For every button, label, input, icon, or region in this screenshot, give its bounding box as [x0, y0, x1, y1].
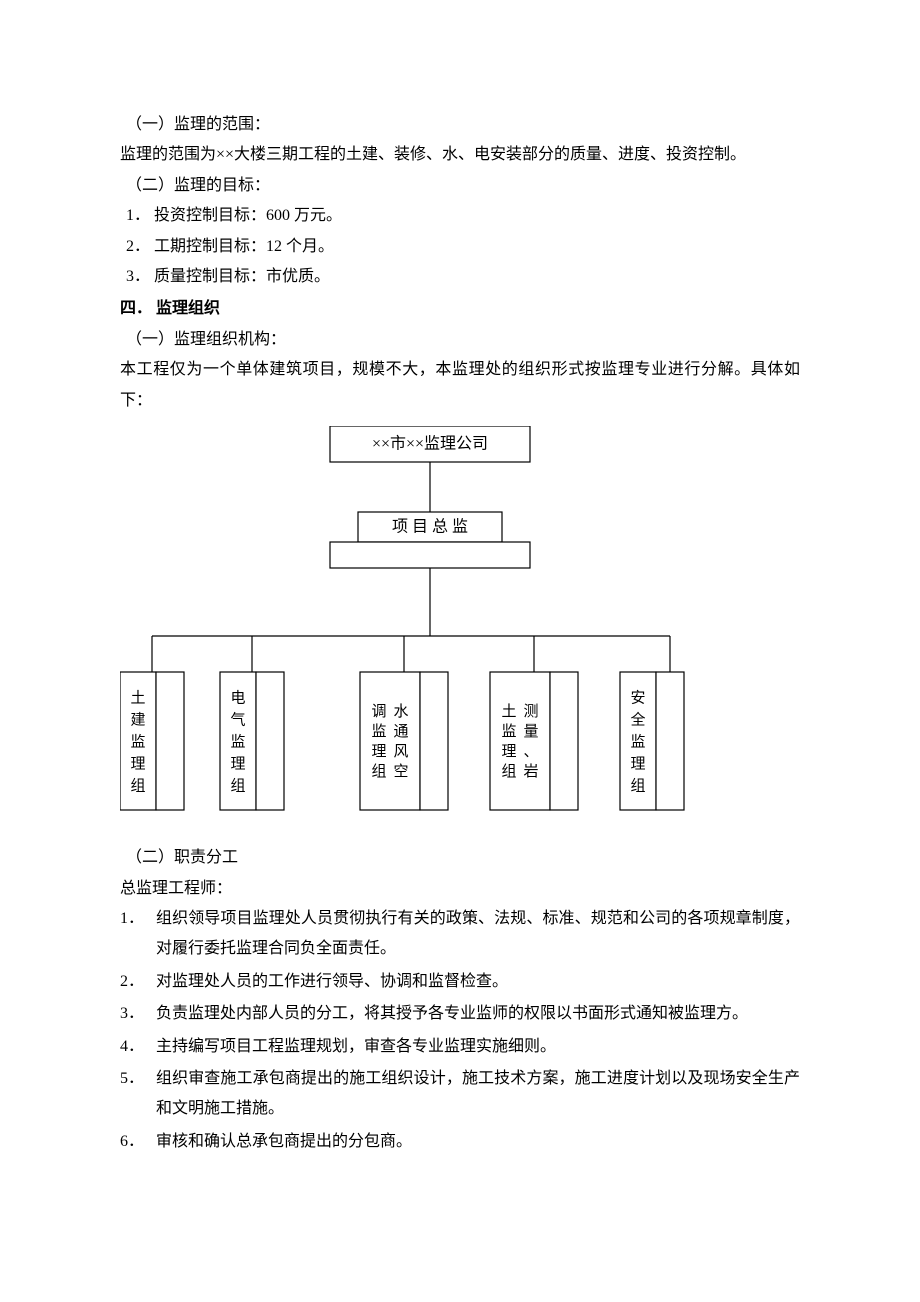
list-item: 3． 质量控制目标：市优质。 — [126, 262, 800, 292]
list-item-number: 3． — [120, 999, 144, 1029]
list-item-text: 组织审查施工承包商提出的施工组织设计，施工技术方案，施工进度计划以及现场安全生产… — [156, 1070, 800, 1117]
section-4b-heading: （二）职责分工 — [126, 843, 800, 873]
list-item-text: 主持编写项目工程监理规划，审查各专业监理实施细则。 — [156, 1038, 556, 1055]
page: （一）监理的范围： 监理的范围为××大楼三期工程的土建、装修、水、电安装部分的质… — [0, 0, 920, 1302]
svg-text:安全监理组: 安全监理组 — [630, 689, 645, 794]
section-2-heading: （二）监理的目标： — [126, 171, 800, 201]
list-item-number: 1． — [120, 904, 144, 934]
list-item-number: 6． — [120, 1127, 144, 1157]
svg-text:电气监理组: 电气监理组 — [230, 689, 245, 794]
section-2-list: 1． 投资控制目标：600 万元。 2． 工期控制目标：12 个月。 3． 质量… — [120, 201, 800, 292]
list-item: 2． 对监理处人员的工作进行领导、协调和监督检查。 — [120, 967, 800, 997]
section-4a-heading: （一）监理组织机构： — [126, 325, 800, 355]
section-1-body: 监理的范围为××大楼三期工程的土建、装修、水、电安装部分的质量、进度、投资控制。 — [120, 140, 800, 170]
list-item: 3． 负责监理处内部人员的分工，将其授予各专业监师的权限以书面形式通知被监理方。 — [120, 999, 800, 1029]
section-4a-body: 本工程仅为一个单体建筑项目，规模不大，本监理处的组织形式按监理专业进行分解。具体… — [120, 355, 800, 416]
svg-text:××市××监理公司: ××市××监理公司 — [372, 435, 488, 453]
list-item-text: 组织领导项目监理处人员贯彻执行有关的政策、法规、标准、规范和公司的各项规章制度，… — [156, 910, 800, 957]
svg-text:项 目 总 监: 项 目 总 监 — [392, 518, 468, 536]
list-item: 5． 组织审查施工承包商提出的施工组织设计，施工技术方案，施工进度计划以及现场安… — [120, 1064, 800, 1125]
svg-text:土建监理组: 土建监理组 — [130, 689, 145, 794]
section-4b-role: 总监理工程师： — [120, 874, 800, 904]
section-1-heading: （一）监理的范围： — [126, 110, 800, 140]
section-4-title: 四． 监理组织 — [120, 294, 800, 324]
list-item: 2． 工期控制目标：12 个月。 — [126, 232, 800, 262]
org-flowchart: ××市××监理公司项 目 总 监土建监理组电气监理组水通风空调监理组测量、岩土监… — [120, 426, 800, 837]
list-item-text: 负责监理处内部人员的分工，将其授予各专业监师的权限以书面形式通知被监理方。 — [156, 1005, 748, 1022]
list-item-text: 审核和确认总承包商提出的分包商。 — [156, 1133, 412, 1150]
list-item-number: 5． — [120, 1064, 144, 1094]
list-item-number: 4． — [120, 1032, 144, 1062]
list-item-number: 2． — [120, 967, 144, 997]
list-item: 6． 审核和确认总承包商提出的分包商。 — [120, 1127, 800, 1157]
flowchart-svg: ××市××监理公司项 目 总 监土建监理组电气监理组水通风空调监理组测量、岩土监… — [120, 426, 800, 826]
list-item: 1． 组织领导项目监理处人员贯彻执行有关的政策、法规、标准、规范和公司的各项规章… — [120, 904, 800, 965]
list-item-text: 对监理处人员的工作进行领导、协调和监督检查。 — [156, 973, 508, 990]
responsibilities-list: 1． 组织领导项目监理处人员贯彻执行有关的政策、法规、标准、规范和公司的各项规章… — [120, 904, 800, 1157]
list-item: 1． 投资控制目标：600 万元。 — [126, 201, 800, 231]
list-item: 4． 主持编写项目工程监理规划，审查各专业监理实施细则。 — [120, 1032, 800, 1062]
